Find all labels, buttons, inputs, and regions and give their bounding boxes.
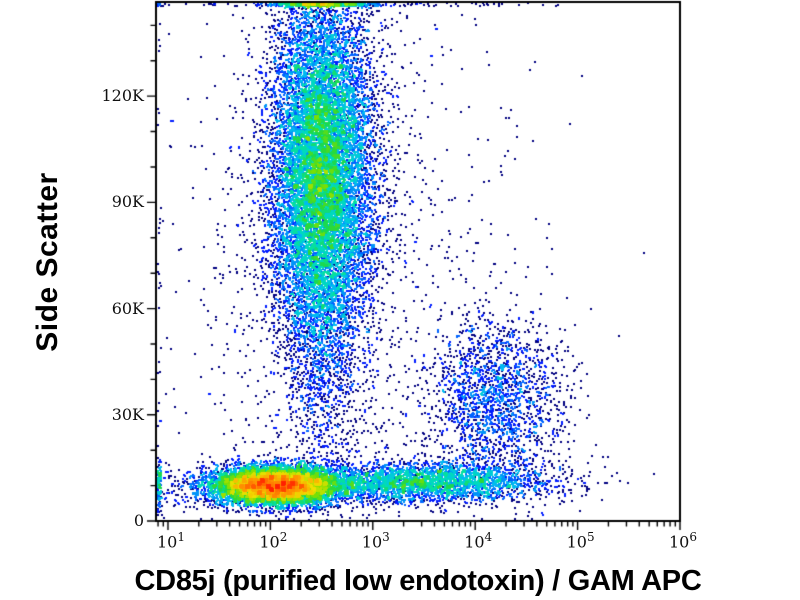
y-tick-label-120K: 120K: [101, 86, 145, 106]
y-tick-label-30K: 30K: [111, 404, 144, 424]
x-tick-label-10e6: 106: [669, 530, 697, 552]
y-tick-label-90K: 90K: [111, 192, 144, 212]
x-tick-label-10e5: 105: [566, 530, 595, 552]
x-tick-label-10e1: 101: [156, 530, 185, 552]
x-tick-label-10e4: 104: [464, 530, 493, 552]
y-tick-label-60K: 60K: [111, 298, 144, 318]
y-tick-label-0: 0: [133, 511, 144, 530]
y-axis-title: Side Scatter: [31, 172, 64, 352]
x-tick-label-10e2: 102: [259, 530, 288, 552]
x-tick-label-10e3: 103: [361, 530, 390, 552]
x-axis-title: CD85j (purified low endotoxin) / GAM APC: [134, 565, 702, 597]
